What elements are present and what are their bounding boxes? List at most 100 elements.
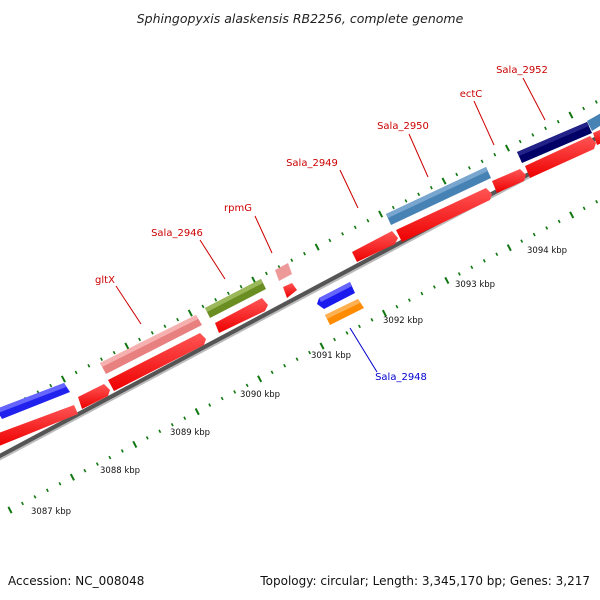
- outer-major-tick: [314, 243, 320, 251]
- inner-minor-tick: [470, 265, 474, 270]
- outer-minor-tick: [341, 232, 345, 236]
- outer-minor-tick: [264, 271, 268, 276]
- inner-minor-tick: [407, 298, 411, 302]
- inner-major-tick: [257, 375, 263, 383]
- outer-minor-tick: [112, 350, 116, 355]
- gene-label-sala-2948: Sala_2948: [375, 372, 427, 383]
- outer-minor-tick: [176, 317, 180, 322]
- outer-minor-tick: [493, 152, 497, 157]
- cds-4: [283, 283, 297, 298]
- inner-minor-tick: [183, 416, 187, 420]
- feature-Sala_2948-reverse: [317, 282, 355, 309]
- outer-minor-tick: [226, 291, 230, 296]
- kbp-label-3088: 3088 kbp: [100, 466, 140, 476]
- inner-minor-tick: [295, 357, 299, 361]
- accession-text: Accession: NC_008048: [8, 574, 144, 588]
- feature-Sala_2952: [517, 122, 592, 163]
- inner-minor-tick: [283, 363, 287, 368]
- outer-minor-tick: [87, 364, 91, 368]
- outer-major-tick: [187, 309, 193, 317]
- inner-major-tick: [319, 342, 325, 350]
- outer-tick-row: [0, 100, 598, 416]
- outer-minor-tick: [582, 106, 586, 111]
- kbp-label-3091: 3091 kbp: [311, 351, 351, 361]
- outer-minor-tick: [594, 100, 598, 104]
- inner-minor-tick: [358, 324, 361, 329]
- cds-5: [352, 231, 398, 262]
- outer-minor-tick: [239, 284, 243, 289]
- gene-label-ectC: ectC: [460, 89, 483, 100]
- gene-label-sala-2950: Sala_2950: [377, 121, 429, 132]
- outer-major-tick: [378, 210, 384, 218]
- inner-minor-tick: [270, 370, 274, 375]
- inner-minor-tick: [520, 239, 524, 243]
- outer-minor-tick: [518, 139, 522, 144]
- inner-minor-tick: [83, 468, 87, 473]
- outer-minor-tick: [49, 383, 53, 388]
- gene-label-rpmG: rpmG: [224, 203, 252, 214]
- inner-minor-tick: [108, 455, 112, 460]
- gene-label-gltX: gltX: [95, 275, 115, 286]
- outer-minor-tick: [201, 304, 205, 309]
- outer-minor-tick: [544, 126, 547, 131]
- inner-major-tick: [506, 244, 512, 252]
- inner-major-tick: [381, 309, 387, 317]
- gene-label-sala-2946: Sala_2946: [151, 228, 203, 239]
- outer-major-tick: [568, 111, 574, 119]
- kbp-label-3093: 3093 kbp: [455, 280, 495, 290]
- label-leaders: [115, 77, 546, 373]
- map-title: Sphingopyxis alaskensis RB2256, complete…: [137, 11, 464, 26]
- inner-minor-tick: [432, 285, 436, 289]
- outer-minor-tick: [290, 258, 294, 263]
- cds-row: [0, 129, 600, 446]
- outer-minor-tick: [429, 185, 433, 190]
- feature-gltX: [100, 315, 202, 374]
- inner-minor-tick: [420, 291, 424, 296]
- inner-minor-tick: [582, 206, 586, 211]
- outer-minor-tick: [480, 159, 484, 164]
- inner-major-tick: [69, 473, 75, 481]
- cds-7: [492, 169, 526, 193]
- outer-minor-tick: [455, 172, 459, 177]
- outer-minor-tick: [531, 133, 535, 137]
- inner-minor-tick: [33, 495, 37, 499]
- inner-major-tick: [444, 276, 450, 285]
- outer-major-tick: [251, 276, 257, 284]
- inner-major-tick: [194, 408, 200, 416]
- outer-major-tick: [441, 177, 447, 185]
- feature-Sala_2948: [325, 299, 364, 325]
- outer-minor-tick: [417, 192, 421, 197]
- inner-minor-tick: [557, 219, 561, 224]
- inner-minor-tick: [208, 403, 212, 407]
- outer-minor-tick: [303, 251, 306, 256]
- outer-major-tick: [60, 375, 66, 383]
- gene-label-sala-2949: Sala_2949: [286, 158, 338, 169]
- kbp-label-3089: 3089 kbp: [170, 428, 210, 438]
- outer-minor-tick: [328, 238, 332, 243]
- inner-minor-tick: [333, 337, 336, 342]
- cds-8: [525, 136, 596, 178]
- gene-labels: gltX Sala_2946 rpmG Sala_2949 Sala_2950 …: [95, 65, 548, 383]
- outer-minor-tick: [150, 331, 154, 335]
- outer-major-tick: [504, 144, 510, 152]
- inner-tick-row: [7, 199, 599, 514]
- kbp-label-3090: 3090 kbp: [240, 390, 280, 400]
- outer-minor-tick: [100, 357, 103, 362]
- outer-minor-tick: [404, 199, 408, 203]
- inner-minor-tick: [457, 272, 461, 276]
- cds-1: [78, 384, 110, 409]
- gene-label-sala-2952: Sala_2952: [496, 65, 548, 76]
- outer-minor-tick: [353, 225, 357, 230]
- inner-minor-tick: [345, 331, 349, 335]
- outer-minor-tick: [366, 218, 370, 223]
- outer-minor-tick: [556, 119, 560, 124]
- inner-minor-tick: [58, 481, 62, 486]
- inner-minor-tick: [170, 422, 174, 427]
- inner-major-tick: [7, 506, 13, 514]
- inner-minor-tick: [532, 232, 536, 237]
- inner-minor-tick: [21, 501, 24, 506]
- inner-major-tick: [569, 211, 575, 219]
- inner-minor-tick: [595, 199, 599, 204]
- cds-9: [593, 129, 600, 145]
